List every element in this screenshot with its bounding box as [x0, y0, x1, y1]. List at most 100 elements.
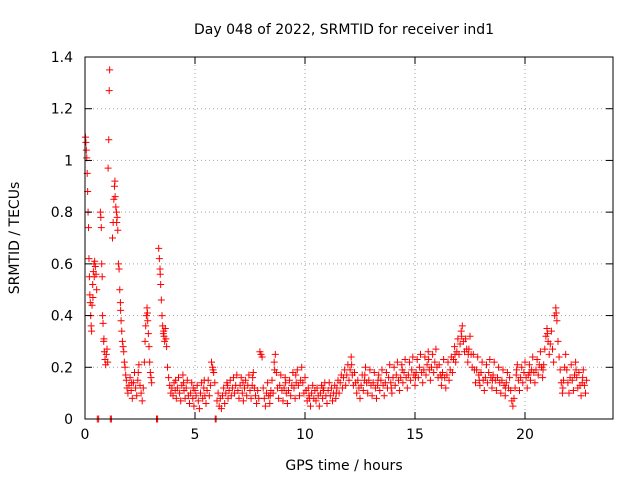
data-point	[489, 371, 497, 379]
data-point	[292, 371, 300, 379]
data-point	[532, 366, 540, 374]
data-point	[332, 389, 340, 397]
data-point	[486, 356, 494, 364]
data-point	[376, 387, 384, 395]
data-point	[423, 361, 431, 369]
data-point	[425, 356, 433, 364]
data-point	[264, 379, 272, 387]
data-point	[521, 358, 529, 366]
data-point	[188, 379, 196, 387]
data-point	[552, 309, 560, 317]
data-point	[477, 368, 485, 376]
data-point	[366, 366, 374, 374]
data-point	[118, 327, 126, 335]
data-point	[157, 296, 165, 304]
data-point	[562, 350, 570, 358]
plot-frame	[84, 56, 614, 420]
data-point	[490, 358, 498, 366]
data-point	[182, 384, 190, 392]
data-point	[120, 358, 128, 366]
data-point	[426, 376, 434, 384]
data-point	[527, 376, 534, 384]
y-tick-label: 1.2	[51, 102, 73, 118]
data-point	[354, 376, 362, 384]
data-point	[362, 363, 369, 371]
data-point	[391, 381, 399, 389]
data-point	[82, 146, 90, 154]
data-point	[559, 384, 567, 392]
data-point	[186, 399, 193, 407]
data-point	[475, 376, 483, 384]
data-point	[546, 340, 554, 348]
data-point	[137, 389, 145, 397]
data-point	[582, 389, 589, 397]
data-point	[431, 358, 439, 366]
data-point	[525, 361, 533, 369]
data-point	[580, 381, 588, 389]
data-point	[254, 387, 262, 395]
data-point	[345, 376, 353, 384]
data-point	[277, 371, 285, 379]
data-point	[513, 361, 521, 369]
data-point	[245, 371, 253, 379]
data-point	[102, 350, 110, 358]
data-point	[211, 379, 219, 387]
data-point	[448, 368, 456, 376]
data-point	[462, 335, 470, 343]
data-point	[119, 343, 127, 351]
data-point	[235, 394, 243, 402]
data-point	[97, 224, 105, 232]
data-point	[121, 363, 129, 371]
data-point	[368, 392, 376, 400]
data-point	[430, 368, 438, 376]
data-point	[445, 376, 453, 384]
data-point	[85, 224, 93, 232]
data-point	[160, 327, 168, 335]
data-point	[126, 374, 134, 382]
y-tick-label: 1	[64, 153, 73, 169]
data-point	[164, 363, 171, 371]
data-point	[499, 366, 507, 374]
data-point	[208, 358, 215, 366]
data-point	[458, 332, 466, 340]
data-point	[498, 376, 506, 384]
data-point	[141, 337, 149, 345]
data-point	[435, 361, 443, 369]
data-point	[294, 381, 302, 389]
data-point	[485, 368, 493, 376]
data-point	[249, 368, 257, 376]
data-point	[93, 286, 101, 294]
data-point	[351, 368, 358, 376]
data-point	[89, 293, 97, 301]
data-point	[97, 213, 105, 221]
data-point	[113, 218, 121, 226]
data-point	[539, 374, 547, 382]
data-point	[545, 350, 553, 358]
data-point	[271, 366, 279, 374]
x-tick-label: 15	[406, 427, 424, 443]
data-point	[239, 379, 247, 387]
data-point	[579, 366, 587, 374]
data-point	[554, 337, 562, 345]
data-point	[122, 376, 130, 384]
data-point	[398, 366, 406, 374]
data-point	[312, 397, 320, 405]
data-point	[162, 335, 170, 343]
data-point	[364, 389, 372, 397]
data-point	[234, 387, 242, 395]
data-point	[390, 363, 398, 371]
data-point	[91, 262, 99, 270]
data-point	[205, 392, 213, 400]
data-point	[158, 312, 166, 320]
data-point	[388, 389, 396, 397]
data-point	[89, 281, 97, 289]
data-point	[138, 397, 146, 405]
data-point	[304, 384, 312, 392]
data-point	[422, 371, 430, 379]
data-point	[99, 319, 107, 327]
data-point	[237, 374, 245, 382]
data-point	[193, 381, 201, 389]
data-point	[296, 392, 303, 400]
data-point	[189, 384, 197, 392]
data-point	[553, 317, 561, 325]
